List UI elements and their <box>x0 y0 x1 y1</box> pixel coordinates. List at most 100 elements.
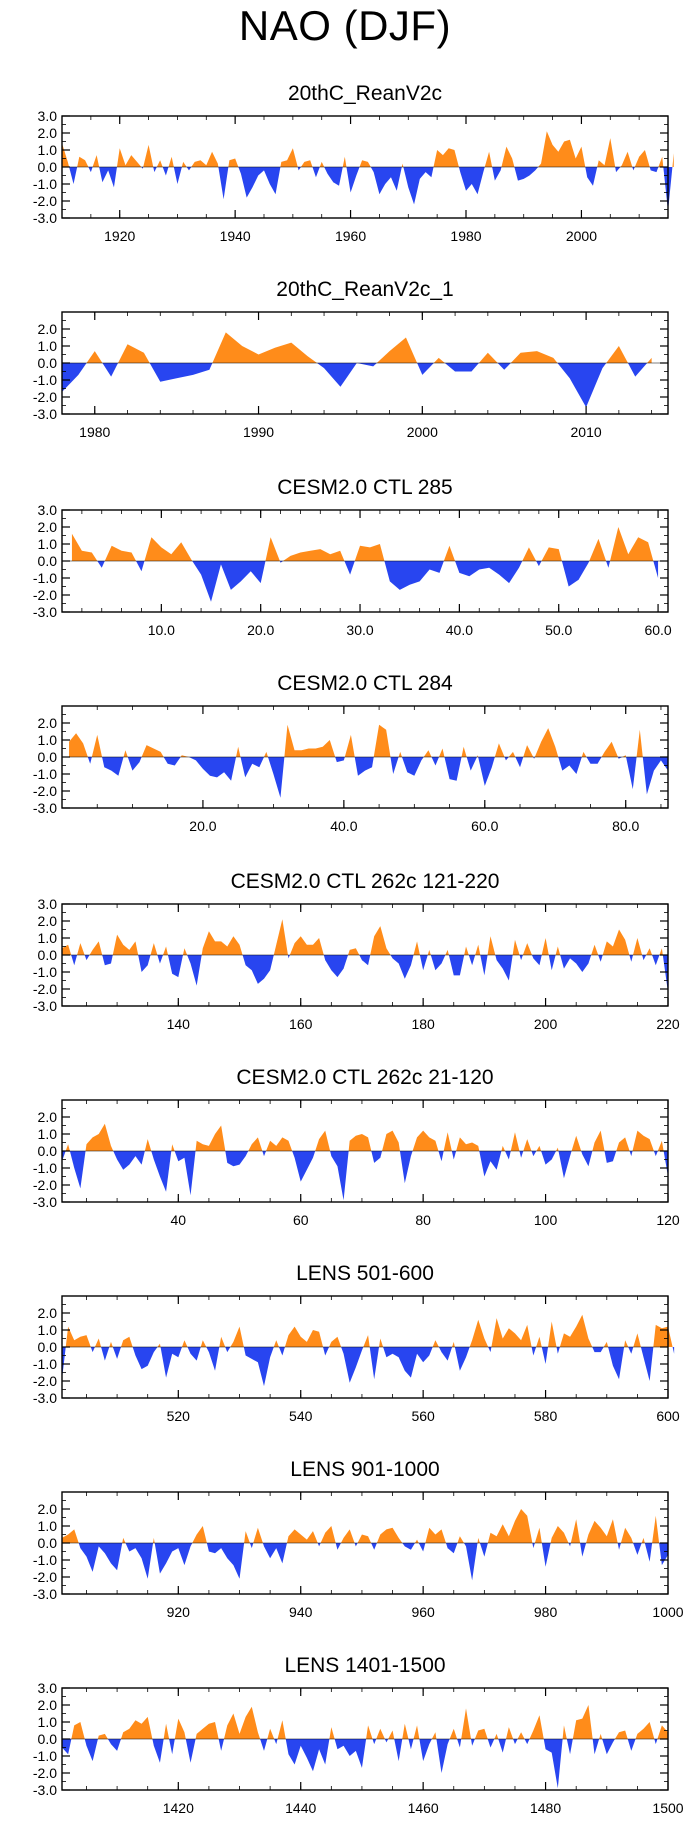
positive-area <box>602 929 630 955</box>
x-tick-label: 1990 <box>243 424 274 440</box>
y-tick-label: -3.0 <box>33 1782 57 1798</box>
y-tick-label: -1.0 <box>33 766 57 782</box>
positive-area <box>562 1725 567 1739</box>
negative-area <box>653 1151 658 1157</box>
negative-area <box>335 1543 341 1550</box>
negative-area <box>317 1543 321 1547</box>
positive-area <box>340 1529 355 1543</box>
y-tick-label: 1.0 <box>38 930 58 946</box>
negative-area <box>62 1151 66 1162</box>
negative-area <box>632 167 635 171</box>
negative-area <box>162 167 169 176</box>
negative-area <box>138 955 151 972</box>
positive-area <box>248 1137 263 1151</box>
negative-area <box>566 1739 573 1755</box>
negative-area <box>370 167 402 195</box>
x-tick-label: 140 <box>167 1016 191 1032</box>
negative-area <box>154 1543 193 1574</box>
negative-area <box>371 1543 377 1550</box>
negative-area <box>531 1347 537 1356</box>
negative-area <box>536 561 542 567</box>
positive-area <box>253 1527 263 1543</box>
negative-area <box>402 1543 415 1550</box>
negative-area <box>629 955 634 962</box>
panel-5: CESM2.0 CTL 262c 121-220 3.02.01.00.0-1.0… <box>33 870 680 1032</box>
positive-area <box>370 926 391 955</box>
negative-area <box>454 1347 470 1371</box>
positive-area <box>379 1338 384 1347</box>
panel-6: CESM2.0 CTL 262c 21-120 2.01.00.0-1.0-2.0… <box>33 1066 680 1228</box>
y-tick-label: 0.0 <box>38 749 58 765</box>
positive-area <box>398 751 402 757</box>
positive-area <box>427 949 431 955</box>
negative-area <box>153 167 157 173</box>
negative-area <box>323 1347 330 1356</box>
negative-area <box>606 561 611 568</box>
x-tick-label: 80 <box>415 1212 431 1228</box>
positive-area <box>91 734 103 757</box>
positive-area <box>267 1728 275 1739</box>
negative-area <box>580 1543 587 1557</box>
negative-area <box>167 955 183 978</box>
negative-area <box>498 1739 506 1753</box>
negative-area <box>243 1347 274 1387</box>
y-tick-label: -3.0 <box>33 604 57 620</box>
y-tick-label: 2.0 <box>38 715 58 731</box>
positive-area <box>425 1527 446 1543</box>
positive-area <box>65 1326 91 1347</box>
y-tick-label: -3.0 <box>33 1194 57 1210</box>
negative-area <box>608 1347 625 1380</box>
negative-area <box>557 363 607 408</box>
negative-area <box>330 1151 349 1201</box>
positive-area <box>510 1132 520 1151</box>
negative-area <box>640 1347 654 1381</box>
negative-area <box>514 167 539 181</box>
negative-area <box>206 1543 245 1579</box>
negative-area <box>335 757 345 763</box>
negative-area <box>504 757 509 761</box>
x-tick-label: 2000 <box>407 424 438 440</box>
positive-area <box>122 1537 126 1543</box>
negative-area <box>663 1151 668 1177</box>
y-tick-label: 1.0 <box>38 536 58 552</box>
y-tick-label: 2.0 <box>38 321 58 337</box>
positive-area <box>423 750 432 757</box>
positive-area <box>501 1145 506 1151</box>
positive-area <box>449 1728 458 1739</box>
positive-area <box>433 357 445 363</box>
negative-area <box>127 757 142 771</box>
negative-area <box>543 1739 563 1789</box>
positive-area <box>141 745 164 757</box>
negative-area <box>341 1347 364 1383</box>
negative-area <box>627 363 648 377</box>
negative-area <box>267 757 285 798</box>
positive-area <box>112 934 139 955</box>
negative-area <box>112 1347 121 1359</box>
positive-area <box>456 1137 480 1151</box>
positive-area <box>597 138 616 167</box>
negative-area <box>84 955 90 961</box>
positive-area <box>616 1137 630 1151</box>
x-tick-label: 60 <box>293 1212 309 1228</box>
negative-area <box>642 757 668 795</box>
positive-area <box>359 160 371 167</box>
positive-area <box>412 1130 439 1151</box>
y-tick-label: 1.0 <box>38 1126 58 1142</box>
negative-area <box>581 1151 593 1167</box>
negative-area <box>519 955 523 961</box>
positive-area <box>168 156 174 167</box>
negative-area <box>497 363 511 370</box>
positive-area <box>487 936 496 955</box>
negative-area <box>113 1151 145 1170</box>
positive-area <box>266 1137 293 1151</box>
negative-area <box>659 1543 668 1566</box>
positive-area <box>491 1318 532 1347</box>
negative-area <box>403 167 434 205</box>
positive-area <box>120 1336 133 1347</box>
y-tick-label: -3.0 <box>33 406 57 422</box>
y-tick-label: 3.0 <box>38 1680 58 1696</box>
x-tick-label: 20.0 <box>247 622 274 638</box>
y-tick-label: 3.0 <box>38 896 58 912</box>
y-tick-label: 3.0 <box>38 502 58 518</box>
x-tick-label: 20.0 <box>189 818 216 834</box>
